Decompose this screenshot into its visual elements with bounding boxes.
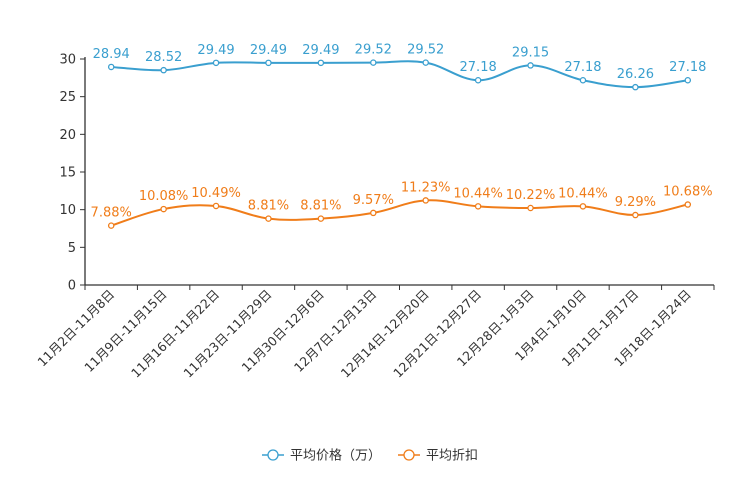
- data-label: 28.52: [145, 50, 182, 65]
- data-label: 9.29%: [615, 195, 656, 210]
- data-label: 27.18: [564, 60, 601, 75]
- data-point[interactable]: [422, 197, 429, 204]
- x-axis: 11月2日-11月8日11月9日-11月15日11月16日-11月22日11月2…: [34, 284, 715, 381]
- data-label: 9.57%: [353, 193, 394, 208]
- series-line: [110, 199, 688, 227]
- data-point[interactable]: [632, 211, 639, 219]
- data-point[interactable]: [684, 76, 692, 84]
- data-label: 29.52: [355, 43, 392, 58]
- legend[interactable]: 平均价格（万） 平均折扣: [262, 448, 478, 464]
- data-label: 10.44%: [558, 186, 608, 201]
- data-point[interactable]: [212, 202, 220, 210]
- series-layer: 28.94 28.52 29.49 29.49 29.49 29.52 29.52 27.18…: [91, 43, 713, 229]
- data-point[interactable]: [265, 59, 272, 67]
- x-tick-label: 12月14日-12月20日: [338, 287, 432, 381]
- data-label: 29.49: [302, 43, 339, 58]
- legend-label: 平均价格（万）: [290, 448, 381, 464]
- data-label: 7.88%: [91, 206, 132, 221]
- data-label: 10.22%: [506, 188, 556, 203]
- legend-label: 平均折扣: [426, 449, 478, 464]
- data-label: 26.26: [617, 67, 654, 82]
- data-label: 29.15: [512, 45, 549, 60]
- y-tick-label: 5: [68, 241, 76, 256]
- series-0: 28.94 28.52 29.49 29.49 29.49 29.52 29.52 27.18…: [93, 43, 706, 91]
- data-label: 29.49: [250, 43, 287, 58]
- y-tick-label: 30: [59, 53, 76, 68]
- data-label: 11.23%: [401, 180, 451, 195]
- y-tick-label: 25: [59, 90, 76, 105]
- legend-marker-icon: [267, 449, 279, 461]
- series-1: 7.88%10.08% 10.49%8.81% 8.81% 9.57%11.23% 10…: [91, 180, 713, 229]
- series-line: [111, 60, 688, 89]
- data-label: 10.49%: [191, 186, 241, 201]
- data-point[interactable]: [527, 62, 534, 69]
- x-tick-label: 11月16日-11月22日: [128, 287, 222, 381]
- data-point[interactable]: [527, 204, 534, 212]
- data-point[interactable]: [107, 63, 115, 71]
- data-label: 28.94: [93, 47, 130, 62]
- data-label: 10.44%: [453, 186, 503, 201]
- x-tick-label: 12月21日-12月27日: [390, 287, 484, 381]
- data-point[interactable]: [632, 83, 639, 91]
- y-tick-label: 10: [59, 203, 76, 218]
- legend-item-0[interactable]: 平均价格（万）: [262, 448, 381, 464]
- data-point[interactable]: [265, 215, 272, 222]
- data-point[interactable]: [684, 201, 692, 208]
- data-label: 10.68%: [663, 185, 713, 200]
- data-point[interactable]: [579, 76, 587, 84]
- data-point[interactable]: [317, 59, 325, 67]
- x-tick-label: 11月23日-11月29日: [180, 287, 274, 381]
- y-tick-label: 15: [59, 166, 76, 181]
- data-point[interactable]: [474, 76, 482, 84]
- data-point[interactable]: [422, 59, 429, 66]
- legend-item-1[interactable]: 平均折扣: [398, 449, 478, 464]
- data-point[interactable]: [370, 59, 377, 66]
- y-tick-label: 20: [59, 128, 76, 143]
- data-point[interactable]: [474, 203, 482, 210]
- data-point[interactable]: [160, 66, 167, 74]
- data-point[interactable]: [370, 209, 377, 217]
- data-label: 27.18: [460, 60, 497, 75]
- data-label: 29.49: [197, 43, 234, 58]
- data-label: 10.08%: [139, 189, 189, 204]
- data-point[interactable]: [579, 203, 587, 210]
- data-label: 8.81%: [300, 199, 341, 214]
- y-tick-label: 0: [68, 279, 76, 294]
- data-point[interactable]: [160, 205, 167, 213]
- data-label: 8.81%: [248, 199, 289, 214]
- legend-marker-icon: [403, 449, 415, 461]
- data-point[interactable]: [107, 222, 115, 229]
- y-axis: 0 5 10 15 20 25 30: [59, 53, 86, 294]
- data-point[interactable]: [317, 215, 325, 222]
- data-label: 27.18: [669, 60, 706, 75]
- data-label: 29.52: [407, 43, 444, 58]
- data-point[interactable]: [212, 59, 220, 67]
